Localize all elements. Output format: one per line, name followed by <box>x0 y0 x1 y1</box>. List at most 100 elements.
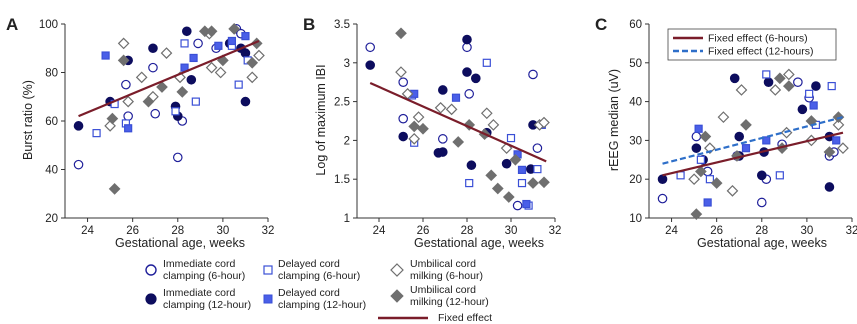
legend-label-del6-line2: clamping (6-hour) <box>278 270 360 282</box>
data-point-c-square-filled <box>703 198 712 207</box>
legend-label-imm6-line2: clamping (6-hour) <box>163 270 245 282</box>
data-point-c-square-open <box>676 171 685 180</box>
plots: 24 26 28 30 32 20 40 60 80 100 24 26 28 30 32 1 1.5 2 2.5 3… <box>39 19 857 237</box>
data-point-a-square-open <box>171 107 180 116</box>
legend-marker-del6 <box>263 265 273 275</box>
data-point-b-circle-open <box>398 113 408 124</box>
data-point-a-square-open <box>92 129 101 138</box>
data-point-a-diamond-filled <box>108 183 121 195</box>
data-point-a-diamond-filled <box>117 54 130 67</box>
legend-label-del12-line2: clamping (12-hour) <box>278 299 366 311</box>
data-point-b-circle-open <box>512 200 523 211</box>
x-tick-label-c: 30 <box>800 225 813 237</box>
data-point-a-diamond-open <box>214 66 227 79</box>
data-point-c-circle-filled <box>657 174 668 184</box>
data-point-c-circle-open <box>793 77 803 87</box>
fixed-effect-line-c <box>662 131 844 177</box>
y-tick-label-a: 20 <box>45 213 58 225</box>
data-point-c-square-open <box>762 70 771 79</box>
data-point-b-diamond-filled <box>452 136 465 148</box>
data-point-a-circle-filled <box>182 26 192 37</box>
data-point-c-circle-filled <box>763 77 774 87</box>
data-point-a-square-filled <box>101 51 110 60</box>
y-tick-label-a: 100 <box>39 19 58 31</box>
data-point-c-square-open <box>775 171 784 180</box>
y-tick-label-b: 1 <box>344 213 350 225</box>
legend-marker-del12 <box>263 294 273 304</box>
x-tick-label-b: 28 <box>461 225 474 237</box>
data-point-b-circle-filled <box>437 85 448 95</box>
data-point-a-square-filled <box>214 41 223 50</box>
panel-c: 24 26 28 30 32 10 20 30 40 50 60 <box>629 19 857 237</box>
data-point-a-diamond-open <box>205 61 218 74</box>
x-tick-label-c: 26 <box>710 225 723 237</box>
data-point-b-square-open <box>506 133 516 143</box>
data-point-b-diamond-filled <box>491 182 504 195</box>
data-point-b-diamond-open <box>445 103 458 116</box>
data-point-a-circle-open <box>150 108 161 119</box>
data-point-c-circle-filled <box>824 182 835 192</box>
data-point-a-circle-open <box>193 38 203 49</box>
data-point-c-circle-open <box>691 131 702 142</box>
legend-label-umb6-line2: milking (6-hour) <box>410 270 483 282</box>
legend-fixed-6h-label: Fixed effect (6-hours) <box>708 33 808 45</box>
legend-marker-imm12 <box>145 293 157 305</box>
data-point-c-circle-open <box>756 197 767 208</box>
data-point-c-diamond-open <box>704 142 716 155</box>
data-point-a-diamond-open <box>117 37 130 50</box>
data-point-b-square-filled <box>451 93 461 102</box>
data-point-a-diamond-open <box>122 95 135 108</box>
data-point-b-diamond-filled <box>463 119 476 131</box>
y-tick-label-b: 3.5 <box>334 19 350 31</box>
y-tick-label-b: 3 <box>344 58 350 70</box>
data-point-a-diamond-filled <box>250 37 263 50</box>
legend-marker-umb6 <box>390 263 404 277</box>
y-tick-label-c: 40 <box>629 97 642 109</box>
data-point-c-circle-filled <box>691 143 702 153</box>
legend-marker-umb12 <box>390 289 404 303</box>
legend-label-del12-line1: Delayed cord <box>278 287 340 299</box>
data-point-c-diamond-open <box>726 184 739 197</box>
data-point-c-diamond-filled <box>832 111 845 123</box>
y-tick-label-c: 10 <box>629 213 642 225</box>
bottom-legend: Immediate cord clamping (6-hour) Immedia… <box>145 258 492 324</box>
y-tick-label-c: 30 <box>629 135 642 147</box>
data-point-a-circle-filled <box>240 96 251 107</box>
data-point-a-diamond-open <box>253 49 265 62</box>
x-tick-label-b: 30 <box>505 225 518 237</box>
data-point-b-circle-filled <box>462 34 472 45</box>
legend-marker-imm6 <box>145 264 157 276</box>
data-point-b-circle-filled <box>470 73 481 84</box>
data-point-b-circle-filled <box>462 67 472 77</box>
legend-label-imm6-line1: Immediate cord <box>163 258 236 270</box>
data-point-c-square-filled <box>694 124 703 133</box>
y-tick-label-a: 60 <box>45 116 58 128</box>
data-point-c-circle-filled <box>729 73 740 84</box>
data-point-b-diamond-filled <box>509 153 522 166</box>
data-point-a-square-open <box>234 80 243 89</box>
data-point-b-circle-filled <box>501 158 512 169</box>
data-point-c-circle-open <box>657 193 668 204</box>
data-point-b-circle-filled <box>365 60 375 70</box>
data-point-a-circle-filled <box>73 121 84 131</box>
legend-label-del6-line1: Delayed cord <box>278 258 340 270</box>
y-tick-label-b: 1.5 <box>334 174 350 186</box>
data-point-b-diamond-filled <box>502 191 515 203</box>
data-point-a-square-filled <box>241 32 250 41</box>
x-tick-label-a: 26 <box>126 225 139 237</box>
x-tick-label-a: 32 <box>262 225 275 237</box>
data-point-c-diamond-filled <box>699 130 712 143</box>
y-tick-label-b: 2 <box>344 135 350 147</box>
data-point-a-circle-filled <box>148 43 158 54</box>
data-point-c-diamond-filled <box>823 146 836 158</box>
data-point-b-diamond-filled <box>408 120 421 133</box>
data-point-b-circle-filled <box>466 160 477 171</box>
legend-label-umb6-line1: Umbilical cord <box>410 258 476 270</box>
data-point-b-circle-filled <box>398 131 408 142</box>
x-tick-label-b: 26 <box>417 225 430 237</box>
data-point-c-diamond-filled <box>690 208 703 220</box>
panel-c-legend: Fixed effect (6-hours) Fixed effect (12-… <box>667 28 837 61</box>
data-point-b-square-open <box>533 165 542 174</box>
x-tick-label-c: 32 <box>846 225 857 237</box>
ylabel-b: Log of maximum IBI <box>314 64 328 175</box>
